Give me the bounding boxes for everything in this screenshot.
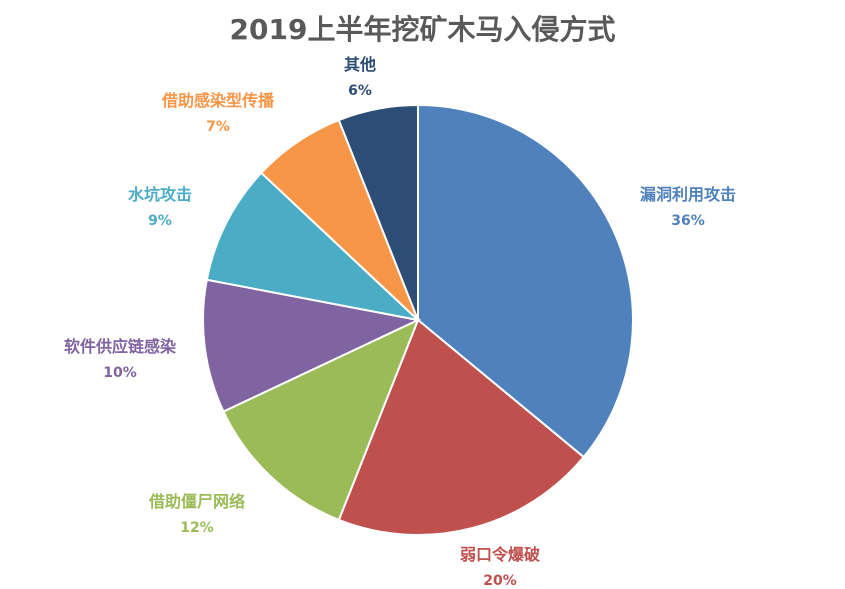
slice-value-label: 36%: [671, 213, 705, 229]
slice-label: 借助感染型传播: [161, 91, 275, 110]
pie-slice: [202, 278, 422, 413]
pie-slice: [205, 171, 422, 322]
pie-labels: 漏洞利用攻击 36% 弱口令爆破 20% 借助僵尸网络 12% 软件供应链感染 10% 水坑攻击…: [64, 55, 736, 589]
slice-label: 软件供应链感染: [64, 337, 177, 356]
slice-value-label: 6%: [348, 83, 372, 99]
slice-label: 借助僵尸网络: [148, 492, 245, 511]
slice-label: 水坑攻击: [128, 185, 192, 204]
slice-label: 弱口令爆破: [460, 545, 540, 564]
slice-label: 其他: [344, 55, 376, 74]
pie-slice: [337, 103, 419, 321]
pie-slice: [337, 318, 586, 536]
slice-value-label: 10%: [103, 365, 137, 381]
slice-value-label: 12%: [180, 520, 214, 536]
slice-value-label: 7%: [206, 119, 230, 135]
pie-slice: [417, 103, 634, 459]
slice-label: 漏洞利用攻击: [640, 185, 736, 204]
slice-value-label: 9%: [148, 213, 172, 229]
chart-title: 2019上半年挖矿木马入侵方式: [229, 13, 616, 46]
pie-slices: [202, 103, 634, 536]
pie-slice: [222, 318, 420, 522]
slice-value-label: 20%: [483, 573, 517, 589]
